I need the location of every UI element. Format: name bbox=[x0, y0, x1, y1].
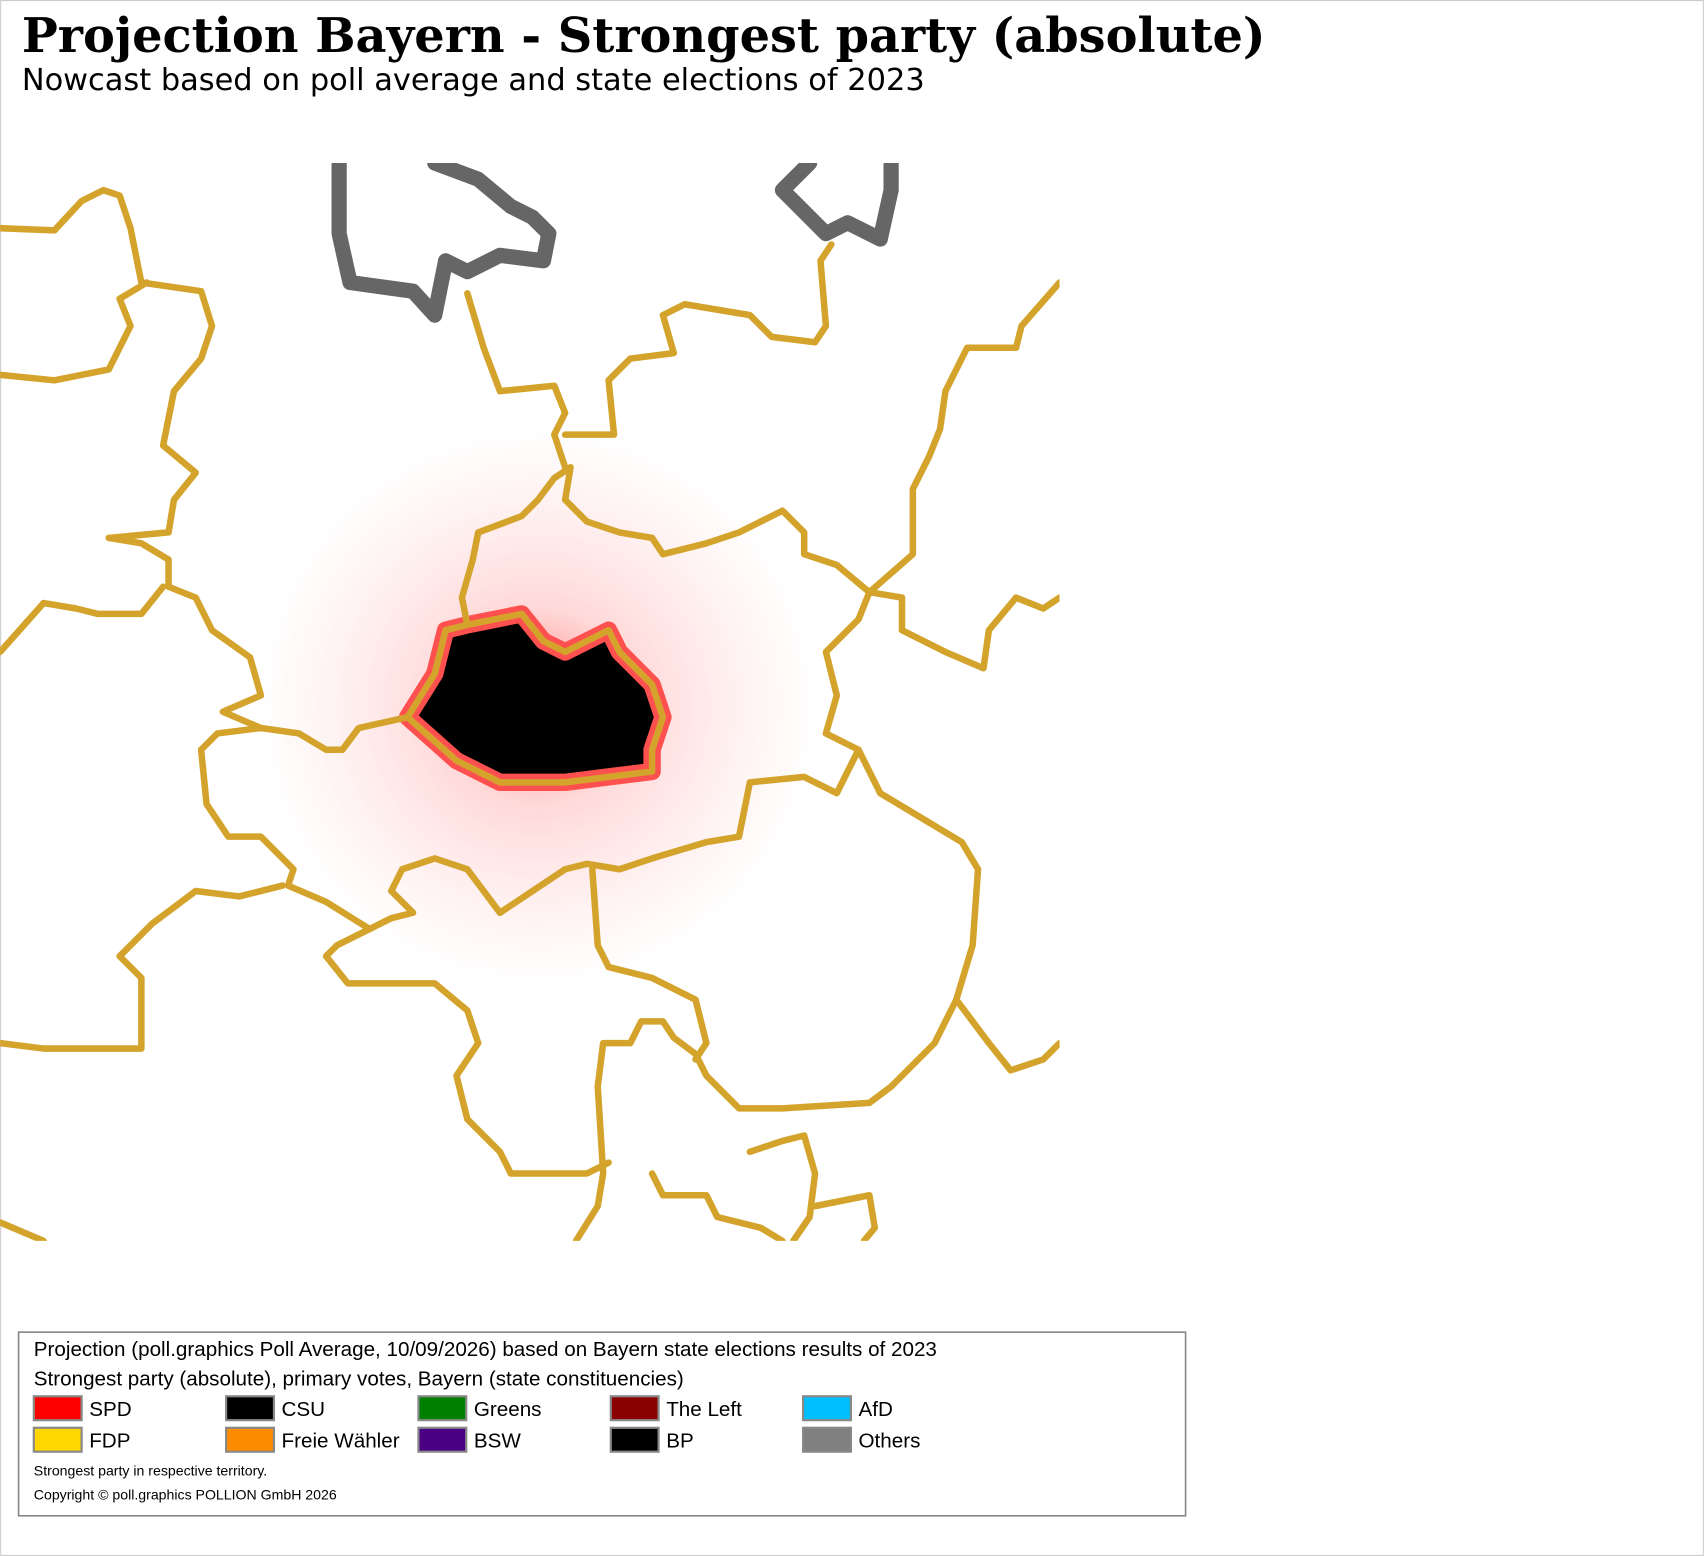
legend-swatch bbox=[802, 1426, 853, 1453]
map bbox=[0, 162, 1060, 1241]
legend-label: FDP bbox=[89, 1429, 130, 1452]
legend-note: Strongest party in respective territory. bbox=[34, 1463, 267, 1479]
title: Projection Bayern - Strongest party (abs… bbox=[22, 8, 1266, 64]
legend-swatch bbox=[32, 1395, 83, 1422]
outer-border bbox=[331, 162, 899, 323]
legend-label: SPD bbox=[89, 1398, 131, 1421]
constituency-borders bbox=[0, 186, 1060, 1241]
legend-note: Copyright © poll.graphics POLLION GmbH 2… bbox=[34, 1486, 337, 1502]
legend-box bbox=[17, 1331, 1187, 1517]
legend-label: Freie Wähler bbox=[282, 1429, 400, 1452]
legend-label: The Left bbox=[666, 1398, 742, 1421]
legend-label: BSW bbox=[474, 1429, 522, 1452]
legend-label: BP bbox=[666, 1429, 694, 1452]
legend-label: CSU bbox=[282, 1398, 326, 1421]
legend-line: Strongest party (absolute), primary vote… bbox=[34, 1367, 684, 1390]
legend-swatch bbox=[225, 1395, 276, 1422]
legend-swatch bbox=[32, 1426, 83, 1453]
legend-swatch bbox=[609, 1395, 660, 1422]
legend-swatch bbox=[609, 1426, 660, 1453]
legend-label: Others bbox=[859, 1429, 921, 1452]
legend-swatch bbox=[417, 1395, 468, 1422]
legend-swatch bbox=[417, 1426, 468, 1453]
legend-label: AfD bbox=[859, 1398, 893, 1421]
legend-swatch bbox=[225, 1426, 276, 1453]
legend-label: Greens bbox=[474, 1398, 542, 1421]
legend: Projection (poll.graphics Poll Average, … bbox=[17, 1331, 1187, 1517]
legend-swatch bbox=[802, 1395, 853, 1422]
legend-line: Projection (poll.graphics Poll Average, … bbox=[34, 1338, 937, 1361]
subtitle: Nowcast based on poll average and state … bbox=[22, 63, 925, 98]
